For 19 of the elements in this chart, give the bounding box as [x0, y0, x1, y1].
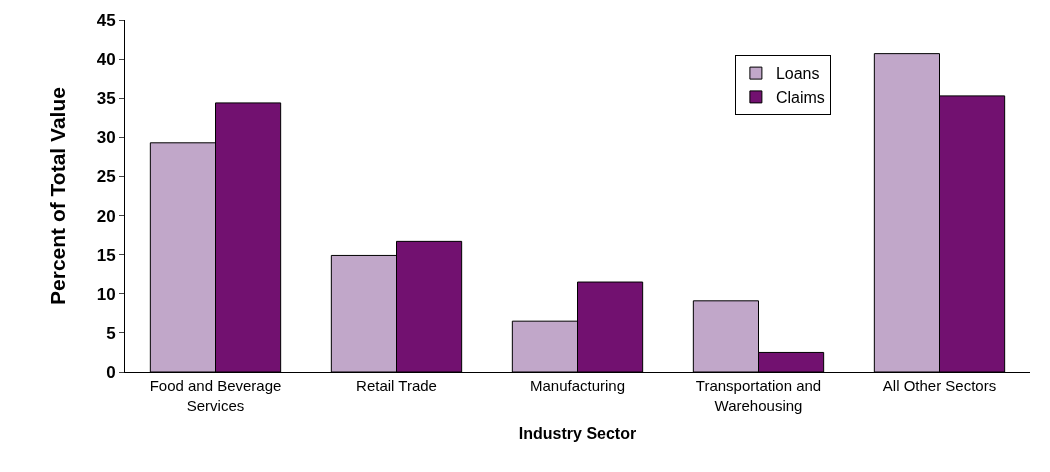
- y-tick-label: 5: [106, 323, 116, 343]
- y-tick-label: 20: [96, 206, 116, 226]
- x-tick-label: Retail Trade: [356, 377, 437, 394]
- y-tick-label: 10: [96, 284, 116, 304]
- x-axis-title: Industry Sector: [518, 425, 637, 443]
- y-tick-label: 30: [96, 128, 116, 148]
- y-tick-label: 45: [96, 10, 116, 30]
- legend-label: Claims: [775, 89, 825, 107]
- y-tick-label: 40: [96, 50, 116, 70]
- x-tick-label: All Other Sectors: [882, 377, 997, 394]
- y-tick-label: 25: [96, 167, 116, 187]
- y-axis-title: Percent of Total Value: [45, 87, 69, 305]
- y-tick-label: 0: [106, 362, 116, 382]
- y-tick-label: 15: [96, 245, 116, 265]
- x-tick-label: Food and Beverage Services: [149, 377, 282, 414]
- x-tick-label: Manufacturing: [529, 377, 626, 394]
- x-tick-label: Transportation and Warehousing: [695, 377, 822, 414]
- legend-label: Loans: [775, 65, 820, 83]
- y-tick-label: 35: [96, 89, 116, 109]
